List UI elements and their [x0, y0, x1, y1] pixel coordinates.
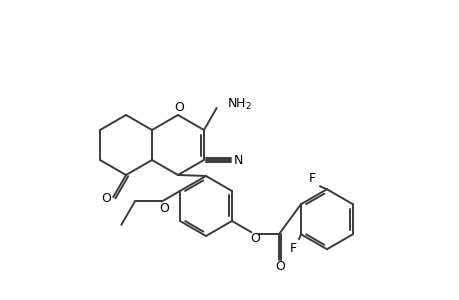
Text: O: O	[250, 232, 260, 245]
Text: O: O	[174, 100, 184, 113]
Text: O: O	[274, 260, 284, 273]
Text: O: O	[101, 192, 111, 205]
Text: F: F	[308, 172, 315, 185]
Text: NH$_2$: NH$_2$	[226, 98, 251, 112]
Text: N: N	[233, 154, 242, 166]
Text: F: F	[289, 242, 296, 255]
Text: O: O	[158, 202, 168, 215]
